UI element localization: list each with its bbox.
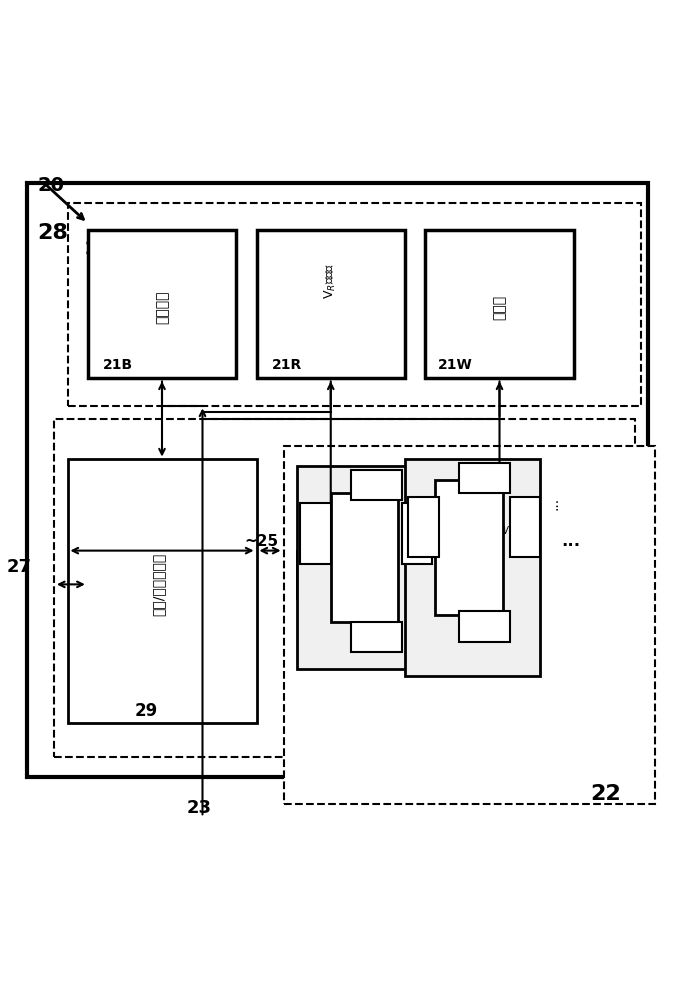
Text: 24: 24 xyxy=(310,526,321,542)
FancyBboxPatch shape xyxy=(405,460,540,676)
Text: ...: ... xyxy=(561,532,580,550)
Text: 23: 23 xyxy=(186,799,212,817)
Text: 21W: 21W xyxy=(438,358,473,372)
Text: 21R: 21R xyxy=(272,358,302,372)
Text: $V_R$: $V_R$ xyxy=(322,521,340,537)
Text: 24: 24 xyxy=(520,519,530,535)
FancyBboxPatch shape xyxy=(68,460,256,723)
FancyBboxPatch shape xyxy=(68,203,641,406)
Text: ...: ... xyxy=(547,497,560,510)
Text: 24: 24 xyxy=(369,480,384,490)
FancyBboxPatch shape xyxy=(425,230,574,378)
FancyBboxPatch shape xyxy=(54,419,634,757)
FancyBboxPatch shape xyxy=(297,466,432,669)
Text: V$_R$产生器: V$_R$产生器 xyxy=(323,263,338,299)
FancyBboxPatch shape xyxy=(459,611,510,642)
Text: 24G: 24G xyxy=(300,503,313,531)
FancyBboxPatch shape xyxy=(351,622,402,652)
Text: ...: ... xyxy=(439,542,458,560)
Text: 地址/数据转换器: 地址/数据转换器 xyxy=(152,553,165,616)
FancyBboxPatch shape xyxy=(256,230,405,378)
FancyBboxPatch shape xyxy=(435,480,503,615)
FancyBboxPatch shape xyxy=(408,497,439,557)
Text: 22aa: 22aa xyxy=(349,559,380,569)
Text: 22aa: 22aa xyxy=(454,549,485,559)
FancyBboxPatch shape xyxy=(284,446,655,804)
Text: 24: 24 xyxy=(369,632,384,642)
Text: 24: 24 xyxy=(477,622,492,632)
FancyBboxPatch shape xyxy=(351,470,402,500)
FancyBboxPatch shape xyxy=(88,230,236,378)
Text: 20: 20 xyxy=(37,176,64,195)
Text: 22: 22 xyxy=(590,784,621,804)
Text: 带隙电路: 带隙电路 xyxy=(155,291,169,324)
FancyBboxPatch shape xyxy=(459,463,510,493)
FancyBboxPatch shape xyxy=(510,497,540,557)
Text: 28: 28 xyxy=(37,223,68,243)
Text: $V_W$: $V_W$ xyxy=(489,521,510,537)
Text: 24: 24 xyxy=(477,473,492,483)
FancyBboxPatch shape xyxy=(27,183,648,777)
Text: 24G: 24G xyxy=(307,571,335,584)
Text: 29: 29 xyxy=(135,703,158,720)
FancyBboxPatch shape xyxy=(300,503,331,564)
Text: 21: 21 xyxy=(84,240,109,258)
Text: ...: ... xyxy=(425,507,439,520)
Text: 21B: 21B xyxy=(103,358,133,372)
Text: 24: 24 xyxy=(418,519,429,535)
FancyBboxPatch shape xyxy=(402,503,432,564)
Text: ~25: ~25 xyxy=(245,534,279,549)
Text: 24: 24 xyxy=(412,526,422,542)
Text: 电荷泵: 电荷泵 xyxy=(493,295,506,320)
FancyBboxPatch shape xyxy=(297,551,418,598)
Text: 27: 27 xyxy=(7,558,32,576)
FancyBboxPatch shape xyxy=(331,493,398,621)
